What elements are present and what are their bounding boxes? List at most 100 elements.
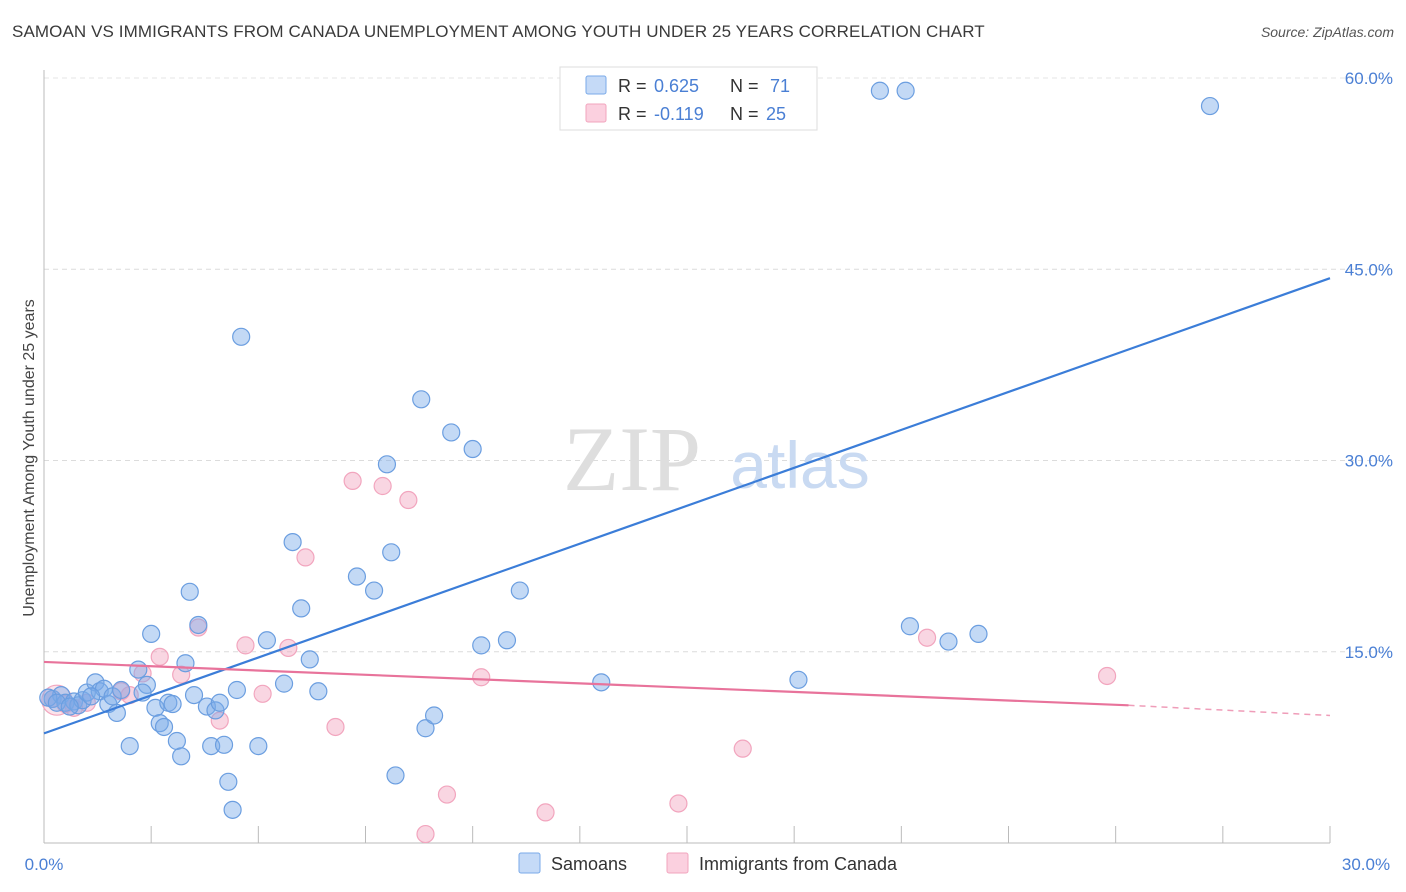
samoans-point-66 [60,697,79,716]
watermark: ZIP atlas [563,408,870,510]
stats-blue-r-value: 0.625 [654,76,699,96]
immigrants-point-16 [343,471,362,490]
series-samoans [39,81,1220,819]
samoans-point-27 [189,615,208,635]
series-immigrants-from-canada [41,471,1117,844]
samoans-point-36 [249,736,268,756]
samoans-point-23 [167,731,186,751]
samoans-point-49 [416,719,435,738]
legend-samoans-swatch [518,852,541,874]
immigrants-trend-line [43,660,1129,707]
samoans-point-17 [142,624,161,644]
x-tick-label-30: 30.0% [1342,855,1390,874]
immigrants-point-14 [296,548,315,567]
samoans-point-43 [347,567,367,586]
samoans-point-15 [129,660,148,679]
stats-legend: R = 0.625 N = 71 R = -0.119 N = 25 [559,66,818,131]
stats-blue-n-value: 71 [770,76,790,96]
legend-immigrants-swatch [666,852,689,874]
y-tick-label-30: 30.0% [1345,452,1393,471]
samoans-point-70 [442,423,461,442]
immigrants-point-12 [253,684,272,703]
samoans-point-55 [592,673,611,692]
immigrants-point-17 [373,476,392,496]
samoans-point-29 [202,736,221,756]
stats-pink-n-value: 25 [766,104,786,124]
samoans-point-68 [184,685,204,705]
chart-title: SAMOAN VS IMMIGRANTS FROM CANADA UNEMPLO… [12,22,985,41]
immigrants-point-21 [472,668,491,687]
stats-blue-n-label: N = [730,76,759,96]
samoans-point-41 [300,650,319,669]
immigrants-point-15 [326,717,345,737]
immigrants-trend-extension [1128,704,1331,717]
samoans-point-50 [424,706,444,725]
samoans-trend-line [43,277,1331,735]
samoans-point-63 [39,688,58,707]
immigrants-point-8 [172,665,191,684]
samoans-point-37 [257,631,277,650]
samoans-point-39 [283,532,302,552]
samoans-point-40 [292,599,311,618]
samoans-point-51 [463,439,482,459]
source-label: Source: ZipAtlas.com [1260,24,1394,40]
samoans-point-52 [472,636,491,655]
samoans-point-42 [309,682,328,701]
stats-blue-swatch [585,75,607,95]
samoans-point-57 [870,81,890,100]
samoans-point-25 [176,654,195,673]
watermark-zip: ZIP [563,408,701,510]
samoans-point-22 [163,694,182,714]
samoans-point-58 [896,81,915,100]
stats-pink-swatch [585,103,607,123]
samoans-point-32 [214,735,234,754]
samoans-point-45 [377,455,397,474]
y-tick-labels: 15.0% 30.0% 45.0% 60.0% [1345,69,1393,662]
samoans-point-46 [382,543,401,562]
samoans-point-60 [939,632,958,651]
immigrants-point-25 [917,628,937,647]
samoans-point-54 [510,581,529,600]
y-tick-label-60: 60.0% [1345,69,1393,88]
stats-pink-r-label: R = [618,104,647,124]
gridlines [44,77,1392,653]
immigrants-point-7 [150,647,169,666]
bottom-legend: Samoans Immigrants from Canada [518,852,898,874]
samoans-point-59 [900,617,920,636]
samoans-point-61 [969,624,988,644]
samoans-point-62 [1200,96,1220,116]
stats-pink-n-label: N = [730,104,759,124]
y-axis-label: Unemployment Among Youth under 25 years [21,299,38,617]
immigrants-point-23 [669,794,688,813]
immigrants-point-11 [236,636,255,655]
trend-lines [43,277,1331,735]
immigrants-point-10 [210,711,229,730]
samoans-point-48 [412,390,431,409]
immigrants-point-24 [733,739,752,758]
samoans-point-14 [120,736,139,756]
samoans-point-35 [232,327,251,346]
samoans-point-24 [172,747,191,766]
samoans-point-26 [180,582,199,601]
samoans-point-34 [223,800,242,819]
immigrants-point-26 [1097,666,1117,686]
immigrants-point-18 [399,490,418,510]
samoans-point-44 [364,581,384,600]
x-tick-label-0: 0.0% [25,855,64,874]
x-ticks [150,826,1331,843]
samoans-point-38 [274,674,294,693]
samoans-point-47 [386,766,405,785]
samoans-point-56 [789,670,808,689]
stats-blue-r-label: R = [618,76,647,96]
samoans-point-53 [497,631,517,650]
samoans-point-33 [219,772,238,791]
legend-samoans-label: Samoans [551,854,627,874]
y-tick-label-15: 15.0% [1345,643,1393,662]
samoans-point-31 [210,693,229,712]
legend-immigrants-label: Immigrants from Canada [699,854,898,874]
samoans-point-69 [227,680,246,700]
y-tick-label-45: 45.0% [1345,260,1393,279]
stats-pink-r-value: -0.119 [654,104,704,124]
samoans-point-65 [82,687,101,706]
